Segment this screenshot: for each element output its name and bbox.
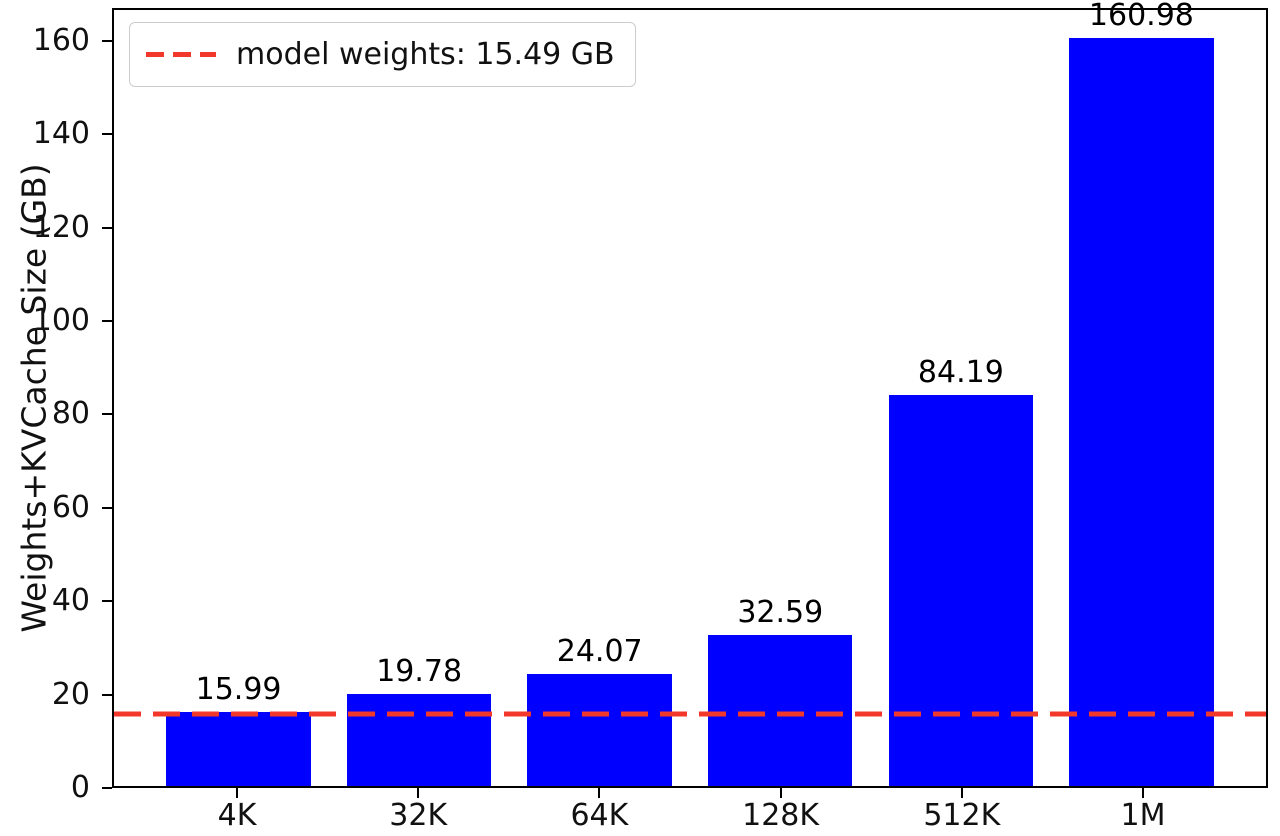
y-tick-label: 40	[51, 583, 90, 619]
y-tick-label: 60	[51, 489, 90, 525]
y-tick-mark	[102, 506, 112, 509]
bar-32K	[346, 694, 492, 786]
y-tick-mark	[102, 319, 112, 322]
x-tick-mark	[779, 788, 782, 798]
x-axis: 4K 32K 64K 128K 512K 1M	[112, 788, 1268, 836]
bar-4K	[166, 711, 311, 786]
bar-512K	[888, 394, 1034, 786]
x-tick-mark	[960, 788, 963, 798]
bar-value-label: 24.07	[556, 634, 643, 670]
legend-label: model weights: 15.49 GB	[236, 37, 615, 72]
x-tick-mark	[417, 788, 420, 798]
y-tick-label: 0	[70, 770, 90, 805]
bar-value-label: 15.99	[195, 671, 282, 707]
legend: model weights: 15.49 GB	[129, 22, 636, 87]
bar-1M	[1069, 37, 1214, 786]
y-tick-mark	[102, 413, 112, 416]
y-tick-label: 160	[32, 22, 90, 58]
x-tick-label: 32K	[389, 798, 448, 833]
x-tick-mark	[598, 788, 601, 798]
y-tick-label: 120	[32, 209, 90, 245]
y-tick-label: 20	[51, 676, 90, 712]
y-tick-mark	[102, 787, 112, 789]
x-tick-mark	[1141, 788, 1144, 798]
x-tick-label: 512K	[923, 798, 1001, 833]
y-tick-mark	[102, 133, 112, 136]
y-tick-label: 100	[32, 302, 90, 338]
bar-value-label: 84.19	[917, 354, 1004, 390]
dashed-line-legend-sample	[146, 52, 216, 57]
bar-value-label: 160.98	[1088, 0, 1194, 33]
y-tick-mark	[102, 693, 112, 696]
y-tick-label: 140	[32, 116, 90, 152]
x-tick-label: 4K	[217, 798, 257, 833]
bar-value-label: 19.78	[376, 654, 463, 690]
bar-value-label: 32.59	[737, 594, 824, 630]
y-tick-mark	[102, 226, 112, 229]
y-tick-mark	[102, 600, 112, 603]
x-tick-label: 128K	[742, 798, 820, 833]
y-tick-label: 80	[51, 396, 90, 432]
bar-128K	[708, 634, 853, 786]
y-tick-mark	[102, 39, 112, 42]
bar-64K	[527, 674, 672, 786]
model-weights-reference-line	[114, 711, 1266, 717]
y-axis: 0 20 40 60 80 100 120 140 160	[0, 8, 112, 803]
x-tick-label: 1M	[1120, 798, 1166, 833]
plot-area: model weights: 15.49 GB 15.99 19.78 24.07 3…	[112, 0, 1268, 788]
x-tick-mark	[236, 788, 239, 798]
x-tick-label: 64K	[570, 798, 629, 833]
